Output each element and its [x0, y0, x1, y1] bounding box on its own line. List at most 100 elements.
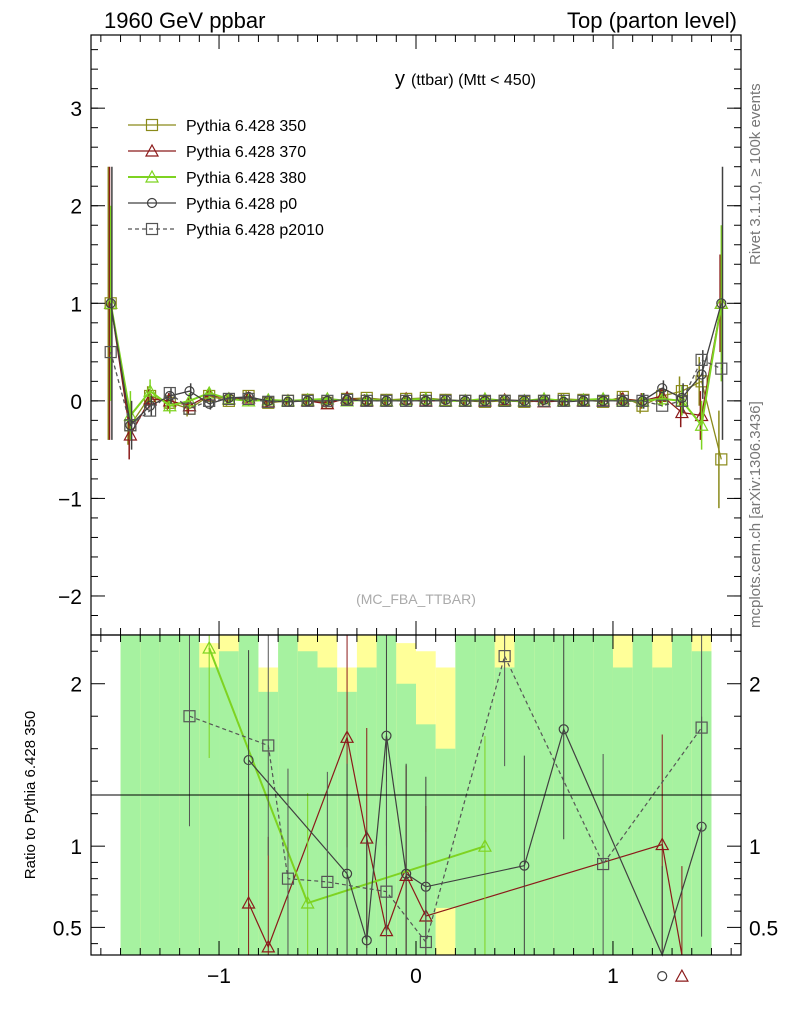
ratio-point	[401, 868, 412, 879]
data-point	[281, 394, 295, 407]
ratio-point	[419, 935, 432, 949]
ratio-point	[498, 650, 511, 663]
data-point	[676, 392, 688, 404]
data-point	[460, 395, 471, 406]
series-0	[104, 166, 728, 509]
band-inner	[612, 667, 633, 955]
ratio-point	[183, 710, 196, 723]
main-ticks: −2 −1 0 1 2 3	[58, 35, 741, 636]
data-point	[518, 394, 531, 407]
main-panel: −2 −1 0 1 2 3 y (ttbar) (Mtt < 450) (MC_FBA_T…	[58, 34, 742, 636]
ratio-point	[262, 739, 275, 752]
data-point	[380, 394, 393, 407]
data-point	[320, 391, 335, 405]
data-point	[202, 385, 217, 399]
header-left: 1960 GeV ppbar	[104, 8, 265, 33]
ratio-ytick-label-right: 1	[749, 836, 761, 859]
series-line	[110, 351, 722, 427]
data-point	[459, 394, 472, 407]
data-point	[655, 391, 670, 405]
data-point	[596, 391, 611, 405]
ratio-xtick-label: −1	[207, 965, 231, 988]
data-point	[498, 394, 511, 407]
legend-marker	[144, 169, 160, 183]
ratio-ytick-label-right: 0.5	[749, 917, 778, 940]
legend-marker	[144, 143, 160, 157]
ratio-ticks: 0.5 0.5 1 1 2 2 −1 0 1	[53, 635, 778, 988]
data-point	[143, 383, 158, 397]
ratio-line	[248, 727, 703, 957]
ratio-point	[380, 885, 393, 898]
data-point	[183, 402, 196, 415]
data-point	[243, 391, 254, 403]
ratio-point	[261, 939, 276, 953]
legend-label: Pythia 6.428 p0	[186, 196, 297, 213]
main-ytick-label: 3	[70, 98, 82, 121]
ratio-series-layer	[183, 635, 708, 982]
data-point	[163, 386, 176, 400]
legend-label: Pythia 6.428 380	[186, 170, 306, 187]
ratio-ytick-label-left: 2	[70, 674, 82, 697]
ratio-ytick-label-right: 2	[749, 674, 761, 697]
data-point	[675, 394, 689, 407]
data-point	[104, 345, 117, 359]
ratio-point	[341, 868, 353, 879]
ratio-point	[597, 857, 610, 871]
main-ytick-label: −1	[58, 488, 82, 511]
ratio-series-3	[183, 635, 708, 955]
data-point	[674, 405, 689, 419]
data-point	[537, 394, 551, 407]
data-point	[222, 392, 235, 406]
band-inner	[219, 651, 239, 955]
ratio-point	[558, 724, 569, 735]
watermark: (MC_FBA_TTBAR)	[356, 591, 476, 607]
legend-marker	[146, 197, 158, 209]
data-point	[616, 394, 629, 407]
data-point	[143, 404, 157, 417]
rivet-label: Rivet 3.1.10, ≥ 100k events	[747, 83, 764, 265]
data-point	[125, 420, 136, 431]
series-line	[109, 303, 723, 428]
series-line	[110, 303, 722, 460]
ratio-point	[340, 730, 355, 743]
band-inner	[494, 667, 515, 955]
ratio-point	[381, 730, 392, 741]
ratio-ylabel: Ratio to Pythia 6.428 350	[22, 711, 39, 879]
ratio-series-2	[243, 635, 707, 982]
ratio-point	[695, 721, 708, 734]
main-ytick-label: 2	[70, 196, 82, 219]
data-point	[182, 398, 197, 412]
main-ytick-label: −2	[58, 586, 82, 609]
data-point	[597, 394, 610, 407]
data-point	[696, 369, 707, 380]
data-point	[657, 383, 668, 394]
main-ytick-label: 0	[70, 391, 82, 414]
ratio-ytick-label-left: 0.5	[53, 917, 82, 940]
data-point	[715, 453, 728, 466]
data-point	[695, 353, 708, 366]
ratio-point	[321, 875, 334, 889]
data-point	[242, 392, 255, 406]
main-title-sub: (ttbar) (Mtt < 450)	[411, 72, 536, 89]
data-point	[262, 395, 275, 408]
legend-label: Pythia 6.428 370	[186, 144, 306, 161]
series-line	[110, 303, 722, 438]
data-point	[124, 419, 137, 432]
data-point	[162, 398, 177, 412]
ratio-point	[243, 754, 254, 766]
data-point	[340, 393, 354, 406]
band-inner	[435, 748, 456, 908]
series-2	[103, 205, 729, 450]
ratio-point	[361, 935, 372, 946]
data-point	[184, 385, 195, 397]
mcplots-label: mcplots.cern.ch [arXiv:1306.3436]	[747, 401, 764, 628]
ratio-point	[202, 640, 217, 654]
data-point	[360, 394, 373, 407]
ratio-point	[477, 838, 492, 852]
data-point	[123, 427, 138, 441]
data-point	[715, 362, 728, 375]
header-right: Top (parton level)	[567, 8, 737, 33]
data-point	[321, 394, 334, 407]
data-point	[400, 394, 413, 407]
ratio-point	[657, 971, 668, 982]
